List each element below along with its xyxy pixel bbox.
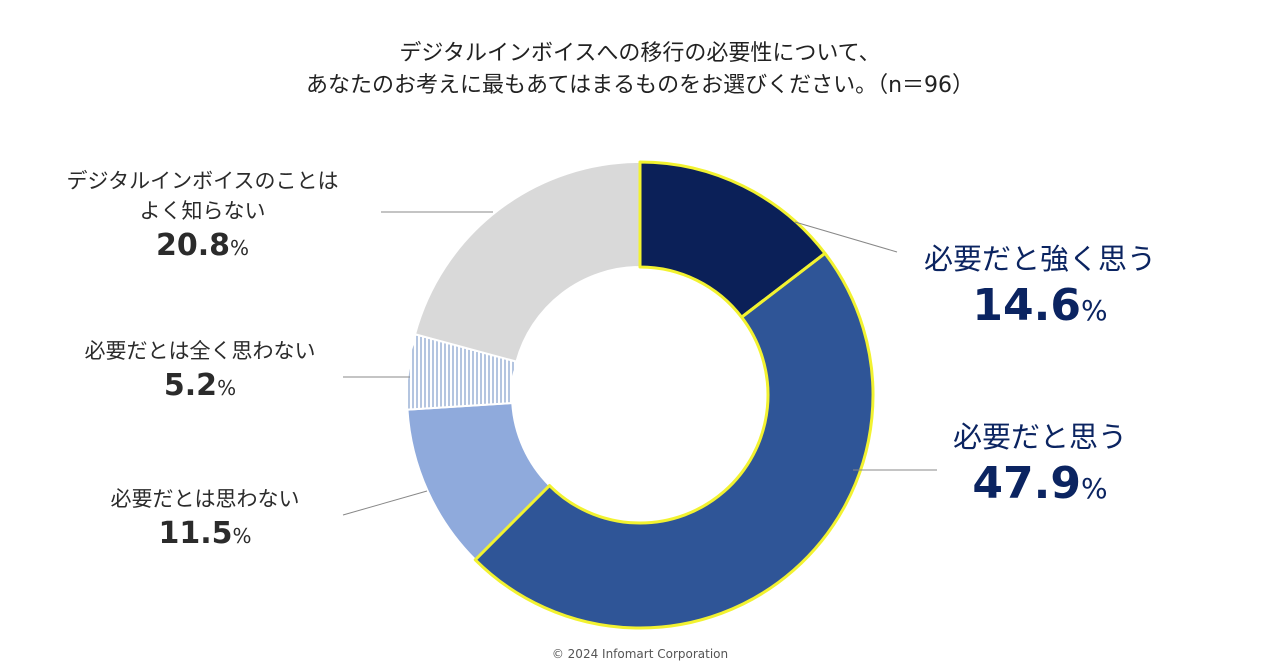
slice-label-not-needed: 必要だとは思わない — [110, 487, 300, 511]
label-strongly-needed: 必要だと強く思う 14.6% — [905, 240, 1175, 339]
chart-title-line-2: あなたのお考えに最もあてはまるものをお選びください。（n＝96） — [305, 73, 975, 98]
label-not-needed: 必要だとは思わない 11.5% — [60, 484, 350, 556]
copyright: © 2024 Infomart Corporation — [551, 647, 729, 661]
slice-dont-know — [413, 160, 641, 363]
chart-title-line-1: デジタルインボイスへの移行の必要性について、 — [399, 41, 881, 66]
slice-label-dont-know-2: よく知らない — [139, 199, 266, 223]
slice-label-dont-know-1: デジタルインボイスのことは — [66, 169, 339, 193]
label-dont-know: デジタルインボイスのことは よく知らない 20.8% — [30, 166, 375, 268]
slice-label-needed: 必要だと思う — [952, 420, 1127, 454]
slice-highlight-border — [473, 251, 875, 630]
slice-label-strongly-needed: 必要だと強く思う — [923, 242, 1156, 276]
slice-value-needed: 47.9% — [972, 458, 1108, 509]
slice-value-not-at-all: 5.2% — [163, 368, 237, 403]
slice-value-strongly-needed: 14.6% — [972, 280, 1108, 331]
slice-label-not-at-all: 必要だとは全く思わない — [84, 339, 316, 363]
slice-value-not-needed: 11.5% — [158, 516, 252, 551]
leader-line — [342, 490, 428, 516]
leader-line — [794, 221, 898, 253]
slice-value-dont-know: 20.8% — [155, 228, 250, 263]
label-not-at-all: 必要だとは全く思わない 5.2% — [50, 336, 350, 408]
chart-title: デジタルインボイスへの移行の必要性について、 あなたのお考えに最もあてはまるもの… — [0, 38, 1280, 102]
label-needed: 必要だと思う 47.9% — [905, 418, 1175, 517]
